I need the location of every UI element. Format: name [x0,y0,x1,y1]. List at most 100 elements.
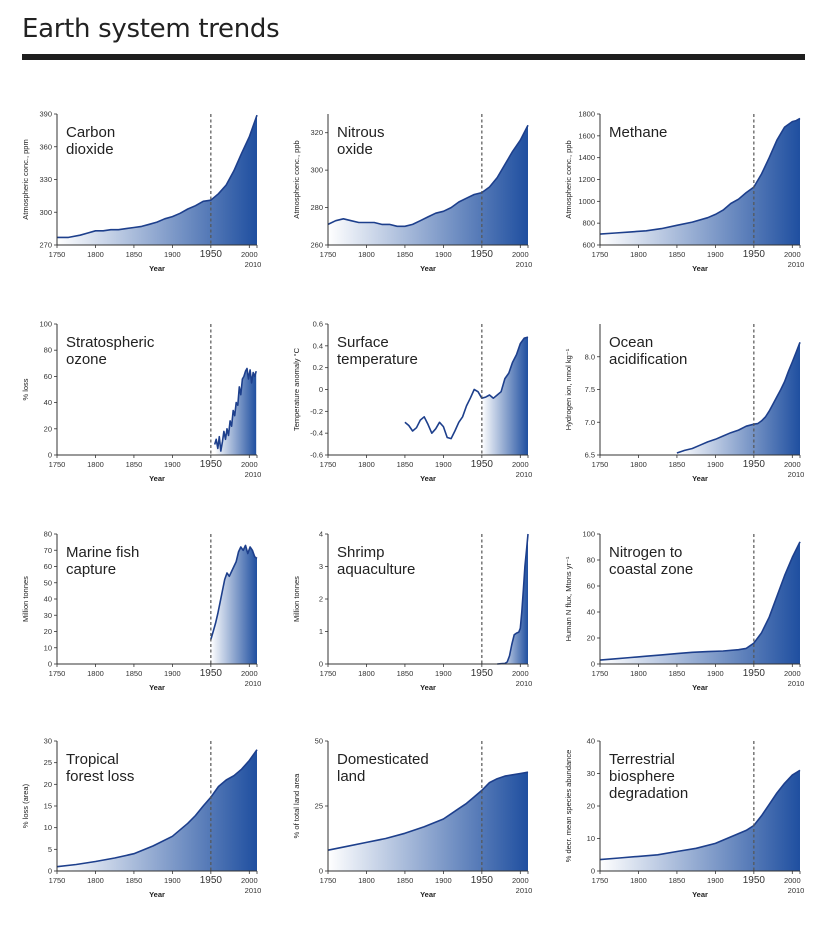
x-tick-label: 2000 [784,250,801,259]
y-tick-label: 10 [44,643,52,652]
x-tick-label: 1900 [435,669,452,678]
panel-title-line: land [337,768,365,785]
y-tick-label: 100 [39,320,52,329]
x-end-label: 2010 [245,886,262,895]
x-end-label: 2010 [516,886,533,895]
y-tick-label: 390 [39,110,52,119]
x-tick-label: 1800 [358,876,375,885]
panel-title-line: Stratospheric [66,334,155,351]
y-tick-label: 60 [44,562,52,571]
y-tick-label: 0 [319,867,323,876]
y-tick-label: 10 [44,823,52,832]
y-tick-label: 80 [44,346,52,355]
panel-title-line: Methane [609,124,667,141]
y-tick-label: 0 [48,867,52,876]
y-tick-label: 20 [44,780,52,789]
x-tick-label: 2000 [241,250,258,259]
x-tick-label: 1800 [630,250,647,259]
y-tick-label: 30 [44,611,52,620]
y-tick-label: 3 [319,562,323,571]
series-area [600,118,800,245]
series-area [328,772,528,871]
panel-title-line: coastal zone [609,561,693,578]
x-tick-label: 1800 [358,669,375,678]
y-tick-label: 0.4 [313,341,323,350]
x-tick-label: 2000 [241,669,258,678]
y-tick-label: 80 [44,530,52,539]
page-title: Earth system trends [22,14,280,44]
y-tick-label: 280 [310,203,323,212]
y-tick-label: 60 [44,372,52,381]
x-tick-label: 1950 [743,875,766,886]
series-area [600,770,800,871]
y-tick-label: 2 [319,595,323,604]
y-tick-label: 60 [587,582,595,591]
y-tick-label: 40 [44,595,52,604]
y-tick-label: 1400 [578,153,595,162]
y-tick-label: 10 [587,834,595,843]
x-axis-title: Year [420,683,436,692]
panel-title-line: oxide [337,141,373,158]
x-tick-label: 1850 [669,669,686,678]
x-tick-label: 1800 [87,460,104,469]
y-tick-label: 330 [39,175,52,184]
x-tick-label: 1800 [87,876,104,885]
y-axis-title: Atmospheric conc., ppb [292,140,301,218]
y-tick-label: 25 [44,758,52,767]
y-tick-label: 0 [48,451,52,460]
x-tick-label: 1750 [320,876,337,885]
x-axis-title: Year [692,683,708,692]
y-tick-label: 7.0 [585,418,595,427]
y-tick-label: 5 [48,845,52,854]
series-line [404,336,529,440]
x-axis-title: Year [420,474,436,483]
x-tick-label: 1750 [320,250,337,259]
series-area [210,545,257,664]
x-tick-label: 2000 [512,250,529,259]
x-tick-label: 1750 [592,669,609,678]
x-tick-label: 1750 [49,250,66,259]
panel-title-line: Nitrous [337,124,385,141]
title-rule [22,54,805,60]
series-area [676,342,800,455]
x-tick-label: 1850 [669,460,686,469]
x-tick-label: 1950 [471,249,494,260]
y-tick-label: 0 [591,660,595,669]
x-axis-title: Year [149,683,165,692]
x-end-label: 2010 [788,260,805,269]
x-tick-label: 1850 [397,669,414,678]
x-tick-label: 1950 [200,668,223,679]
panel-title-line: dioxide [66,141,114,158]
series-line [599,769,801,861]
panel-title-line: temperature [337,351,418,368]
x-tick-label: 1950 [743,459,766,470]
y-tick-label: 50 [44,578,52,587]
y-tick-label: 4 [319,530,323,539]
y-tick-label: 15 [44,802,52,811]
x-tick-label: 1850 [126,460,143,469]
x-tick-label: 1800 [630,460,647,469]
x-tick-label: 1800 [630,669,647,678]
y-axis-title: Atmospheric conc., ppm [21,139,30,219]
y-tick-label: 0.6 [313,320,323,329]
x-tick-label: 2000 [241,876,258,885]
y-tick-label: 1000 [578,197,595,206]
y-axis-title: Hydrogen ion, nmol kg⁻¹ [564,348,573,430]
y-axis-title: % of total land area [292,773,301,838]
x-axis-title: Year [692,890,708,899]
x-end-label: 2010 [788,679,805,688]
y-axis-title: Atmospheric conc., ppb [564,140,573,218]
x-axis-title: Year [692,264,708,273]
panel-title-line: Surface [337,334,389,351]
y-tick-label: 360 [39,142,52,151]
x-tick-label: 1750 [49,460,66,469]
series-area [328,125,528,245]
x-tick-label: 1900 [164,250,181,259]
chart-panel-4: 0 20 40 60 80 100 1750 1800 1850 1900 1950 20002010… [21,320,261,484]
y-tick-label: 30 [44,737,52,746]
y-tick-label: 20 [587,802,595,811]
y-tick-label: 70 [44,546,52,555]
y-tick-label: 20 [587,634,595,643]
y-axis-title: Million tonnes [292,576,301,622]
